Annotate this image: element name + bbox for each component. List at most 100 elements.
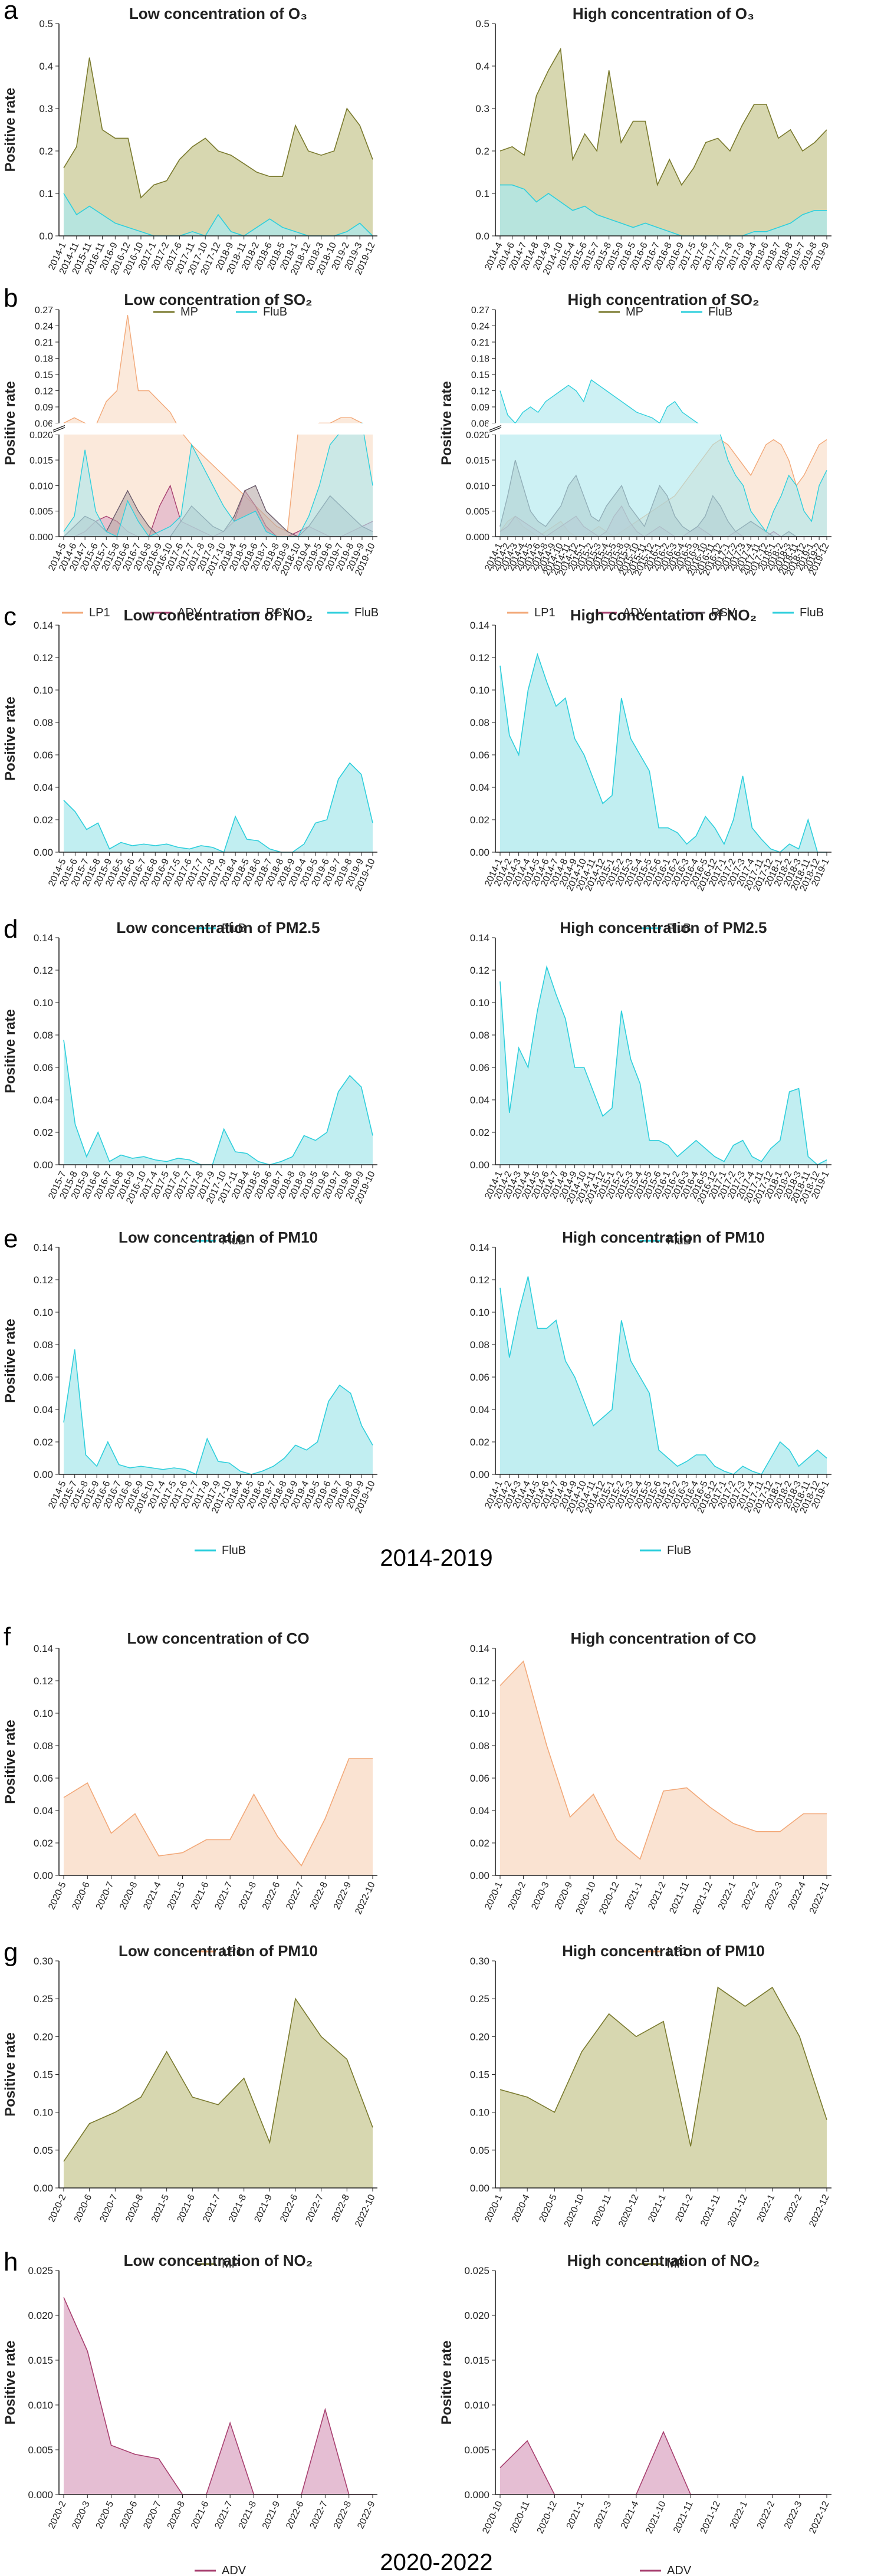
- f1-y-tick-label: 0.04: [34, 1805, 53, 1816]
- b2-y-axis-label: Positive rate: [439, 381, 455, 465]
- c2-y-tick-label: 0.10: [470, 685, 489, 696]
- h1-y-tick-label: 0.000: [28, 2489, 53, 2501]
- a1-y-tick-label: 0.3: [39, 103, 53, 114]
- f2-x-tick-label: 2020-12: [597, 1880, 621, 1915]
- h2-x-tick-label: 2021-12: [699, 2499, 722, 2535]
- c2-y-tick-label: 0.06: [470, 750, 489, 761]
- d2-legend-label-FluB: FluB: [667, 1234, 691, 1247]
- b1-y-tick-label: 0.27: [35, 305, 53, 316]
- f1-x-tick-label: 2022-7: [284, 1880, 306, 1911]
- b2-y-tick-label: 0.010: [466, 481, 489, 491]
- g1-x-tick-label: 2021-9: [252, 2193, 274, 2223]
- h2-y-tick-label: 0.005: [464, 2444, 489, 2456]
- d2-y-tick-label: 0.02: [470, 1127, 489, 1138]
- h1-x-tick-label: 2020-6: [118, 2499, 140, 2530]
- h1-y-tick-label: 0.025: [28, 2265, 53, 2276]
- g1-y-tick-label: 0.15: [34, 2069, 53, 2081]
- f2-x-tick-label: 2022-1: [716, 1880, 738, 1911]
- h1-x-tick-label: 2022-7: [308, 2499, 330, 2530]
- e1-legend-label-FluB: FluB: [222, 1544, 246, 1557]
- f1-x-tick-label: 2020-5: [47, 1880, 68, 1911]
- a2-y-tick-label: 0.2: [475, 146, 489, 157]
- b1-y-tick-label: 0.020: [29, 431, 53, 441]
- c2-y-tick-label: 0.00: [470, 847, 489, 858]
- section-label-b: b: [4, 284, 18, 313]
- b1-title: Low concentration of SO₂: [124, 291, 312, 308]
- h1-x-tick-label: 2021-8: [237, 2499, 259, 2530]
- c1-y-tick-label: 0.04: [34, 782, 53, 793]
- b2-area-FluB: [500, 380, 827, 537]
- b2-y-tick-label: 0.12: [471, 387, 489, 397]
- b2-y-tick-label: 0.27: [471, 305, 489, 316]
- g1-y-tick-label: 0.00: [34, 2183, 53, 2194]
- d1-y-tick-label: 0.14: [34, 932, 53, 944]
- e2-legend-label-FluB: FluB: [667, 1544, 691, 1557]
- d1-legend-label-FluB: FluB: [222, 1234, 246, 1247]
- g2-area-MP: [500, 1987, 827, 2188]
- a1-line-MP: [63, 57, 373, 199]
- c2-y-tick-label: 0.02: [470, 814, 489, 826]
- h2-area-ADV: [500, 2432, 827, 2495]
- h1-x-tick-label: 2020-3: [70, 2499, 92, 2530]
- b2-legend-label-FluB: FluB: [800, 606, 824, 619]
- a2-line-MP: [499, 47, 827, 187]
- e1-y-tick-label: 0.00: [34, 1469, 53, 1480]
- f2-x-tick-label: 2021-2: [646, 1880, 668, 1911]
- f1-y-tick-label: 0.06: [34, 1773, 53, 1784]
- e1-y-tick-label: 0.06: [34, 1372, 53, 1383]
- b2-y-tick-label: 0.09: [471, 403, 489, 413]
- e2-y-tick-label: 0.10: [470, 1307, 489, 1318]
- a2-title: High concentration of O₃: [573, 5, 754, 22]
- h1-x-tick-label: 2020-2: [47, 2499, 68, 2530]
- c2-title: High concentation of NO₂: [570, 606, 757, 624]
- h2-y-tick-label: 0.025: [464, 2265, 489, 2276]
- h1-x-tick-label: 2021-9: [261, 2499, 282, 2530]
- b2-y-tick-label: 0.005: [466, 507, 489, 517]
- b2-y-tick-label: 0.000: [466, 533, 489, 543]
- g2-x-tick-label: 2020-4: [510, 2193, 532, 2223]
- f2-y-tick-label: 0.06: [470, 1773, 489, 1784]
- b2-y-tick-label: 0.21: [471, 338, 489, 348]
- b2-y-tick-label: 0.15: [471, 370, 489, 380]
- h2-legend-label-ADV: ADV: [667, 2564, 692, 2576]
- e2-y-tick-label: 0.00: [470, 1469, 489, 1480]
- h1-area-ADV: [64, 2297, 373, 2495]
- a1-area-MP: [64, 57, 373, 236]
- c1-y-tick-label: 0.02: [34, 814, 53, 826]
- a2-y-tick-label: 0.5: [475, 18, 489, 29]
- h1-x-tick-label: 2020-7: [142, 2499, 163, 2530]
- section-label-a: a: [4, 0, 18, 25]
- d2-title: High concentration of PM2.5: [560, 919, 767, 937]
- f2-x-tick-label: 2020-1: [483, 1880, 505, 1911]
- c1-y-axis-label: Positive rate: [2, 696, 18, 781]
- e2-y-tick-label: 0.08: [470, 1339, 489, 1351]
- g1-x-tick-label: 2021-6: [175, 2193, 197, 2223]
- d2-y-tick-label: 0.04: [470, 1095, 489, 1106]
- b2-y-tick-label: 0.18: [471, 354, 489, 364]
- c2-y-tick-label: 0.14: [470, 620, 489, 631]
- f1-x-tick-label: 2022-6: [261, 1880, 282, 1911]
- h2-x-tick-label: 2020-11: [508, 2499, 532, 2534]
- b1-legend-label-ADV: ADV: [178, 606, 202, 619]
- f1-x-tick-label: 2021-4: [142, 1880, 163, 1911]
- h1-x-tick-label: 2021-6: [189, 2499, 211, 2530]
- f1-line-LP1: [63, 1758, 373, 1867]
- a1-y-tick-label: 0.4: [39, 61, 53, 72]
- g1-x-tick-label: 2022-7: [304, 2193, 326, 2223]
- f1-x-tick-label: 2022-10: [353, 1880, 377, 1915]
- a2-legend-label-FluB: FluB: [708, 305, 732, 318]
- a2-legend-label-MP: MP: [626, 305, 643, 318]
- d2-y-tick-label: 0.06: [470, 1062, 489, 1073]
- f2-x-tick-label: 2022-3: [763, 1880, 785, 1911]
- c1-line-FluB: [63, 762, 373, 853]
- a2-area-MP: [500, 49, 827, 236]
- a1-legend-label-FluB: FluB: [263, 305, 287, 318]
- g2-x-tick-label: 2020-11: [590, 2193, 614, 2227]
- e2-y-tick-label: 0.02: [470, 1437, 489, 1448]
- a1-legend-label-MP: MP: [180, 305, 198, 318]
- f1-x-tick-label: 2022-9: [332, 1880, 354, 1911]
- b2-y-tick-label: 0.015: [466, 456, 489, 466]
- g2-y-tick-label: 0.10: [470, 2107, 489, 2118]
- a1-y-tick-label: 0.2: [39, 146, 53, 157]
- section-label-h: h: [4, 2248, 18, 2276]
